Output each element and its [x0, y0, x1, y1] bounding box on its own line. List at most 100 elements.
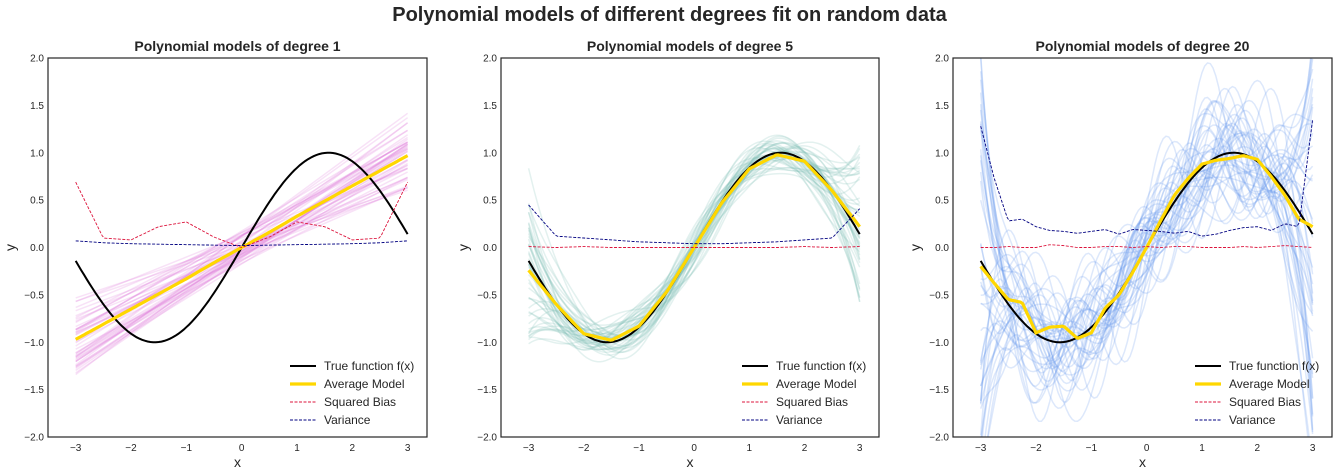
sample-fit-line — [75, 153, 409, 367]
y-tick-label: −2.0 — [929, 433, 949, 444]
x-tick-label: 1 — [747, 443, 753, 454]
subplot-title: Polynomial models of degree 1 — [134, 38, 340, 54]
y-tick-label: −0.5 — [24, 290, 44, 301]
sample-fit-line — [527, 158, 861, 351]
legend-label: Variance — [324, 413, 371, 427]
sample-fit-line — [527, 162, 860, 341]
sample-fit-line — [75, 122, 409, 366]
variance-line — [980, 119, 1314, 237]
legend-label: True function f(x) — [324, 359, 414, 373]
sample-fit-line — [527, 150, 861, 338]
sample-fit-line — [527, 168, 861, 338]
legend-label: Squared Bias — [324, 395, 396, 409]
x-tick-label: −1 — [633, 443, 645, 454]
y-tick-label: −1.0 — [477, 338, 497, 349]
figure-title: Polynomial models of different degrees f… — [392, 4, 947, 26]
y-tick-label: −1.0 — [929, 338, 949, 349]
y-tick-label: −1.5 — [24, 385, 44, 396]
axes-frame — [500, 57, 880, 438]
sample-fit-line — [981, 146, 1314, 437]
plot-area — [74, 112, 409, 376]
squared-bias-line — [980, 244, 1313, 248]
sample-fit-line — [979, 92, 1314, 399]
y-tick-label: 0.5 — [30, 196, 44, 207]
x-tick-label: 2 — [1255, 443, 1261, 454]
x-tick-label: 0 — [1144, 443, 1150, 454]
sample-fit-line — [75, 164, 408, 336]
x-tick-label: −1 — [181, 443, 193, 454]
x-tick-label: −2 — [125, 443, 137, 454]
subplot-title: Polynomial models of degree 5 — [587, 38, 793, 54]
sample-fit-line — [527, 141, 861, 360]
x-tick-label: −2 — [1030, 443, 1042, 454]
sample-fit-line — [528, 142, 861, 337]
x-tick-label: 2 — [350, 443, 356, 454]
legend-label: Squared Bias — [1229, 395, 1301, 409]
sample-fit-line — [75, 140, 408, 341]
sample-fit-line — [980, 113, 1313, 422]
sample-fit-line — [979, 79, 1314, 405]
axes-frame — [47, 57, 428, 438]
sample-fit-line — [979, 149, 1313, 333]
y-tick-label: 1.5 — [935, 101, 949, 112]
subplot-3: Polynomial models of degree 20 −3 −2 −1 0 1 2 3… — [907, 38, 1333, 470]
sample-fit-line — [528, 142, 861, 350]
variance-line — [75, 240, 408, 247]
sample-fit-line — [75, 167, 408, 303]
sample-fit-line — [986, 124, 1314, 437]
y-tick-label: 2.0 — [30, 54, 44, 65]
y-tick-label: 1.0 — [935, 148, 949, 159]
subplot-1: Polynomial models of degree 1 −3 −2 −1 0 1 2 3 −… — [2, 38, 428, 470]
sample-fit-line — [979, 58, 1312, 341]
subplot-2: Polynomial models of degree 5 −3 −2 −1 0 1 2 3 −… — [455, 38, 880, 470]
legend-label: Squared Bias — [776, 395, 848, 409]
legend-label: True function f(x) — [776, 359, 866, 373]
sample-fit-line — [75, 176, 408, 328]
sample-fit-line — [75, 147, 408, 319]
x-tick-label: −1 — [1086, 443, 1098, 454]
sample-fit-line — [528, 167, 861, 350]
sample-fits — [75, 112, 409, 376]
sample-fit-line — [75, 187, 408, 299]
sample-fit-line — [979, 99, 1310, 437]
average-model-line — [527, 153, 861, 342]
sample-fit-line — [979, 176, 1314, 366]
variance-line — [528, 204, 861, 245]
sample-fit-line — [987, 99, 1313, 437]
sample-fit-line — [979, 96, 1314, 401]
sample-fits — [979, 58, 1314, 437]
y-tick-label: 1.5 — [483, 101, 497, 112]
sample-fit-line — [980, 103, 1314, 368]
sample-fit-line — [979, 144, 1309, 437]
x-tick-label: −3 — [523, 443, 535, 454]
sample-fit-line — [528, 142, 861, 345]
x-tick-label: 0 — [239, 443, 245, 454]
sample-fit-line — [980, 58, 1314, 385]
average-model-line — [979, 154, 1314, 340]
sample-fit-line — [979, 132, 1314, 362]
sample-fit-line — [979, 101, 1314, 415]
x-tick-label: 1 — [1199, 443, 1205, 454]
y-tick-label: 0.0 — [483, 243, 497, 254]
y-tick-label: −1.0 — [24, 338, 44, 349]
sample-fit-line — [980, 125, 1314, 360]
sample-fit-line — [75, 158, 408, 354]
sample-fit-line — [527, 143, 861, 351]
legend: True function f(x) Average Model Squared B… — [1195, 359, 1319, 427]
sample-fit-line — [75, 148, 408, 322]
y-tick-label: 0.5 — [935, 196, 949, 207]
sample-fit-line — [984, 145, 1313, 437]
y-tick-label: 1.5 — [30, 101, 44, 112]
x-tick-label: 1 — [294, 443, 300, 454]
sample-fit-line — [527, 156, 861, 342]
sample-fit-line — [980, 58, 1313, 356]
y-tick-label: 1.0 — [483, 148, 497, 159]
sample-fit-line — [75, 178, 408, 331]
sample-fit-line — [979, 133, 1314, 436]
y-tick-label: −2.0 — [24, 433, 44, 444]
y-axis-label: y — [907, 244, 923, 251]
legend: True function f(x) Average Model Squared B… — [290, 359, 414, 427]
sample-fit-line — [979, 106, 1314, 404]
